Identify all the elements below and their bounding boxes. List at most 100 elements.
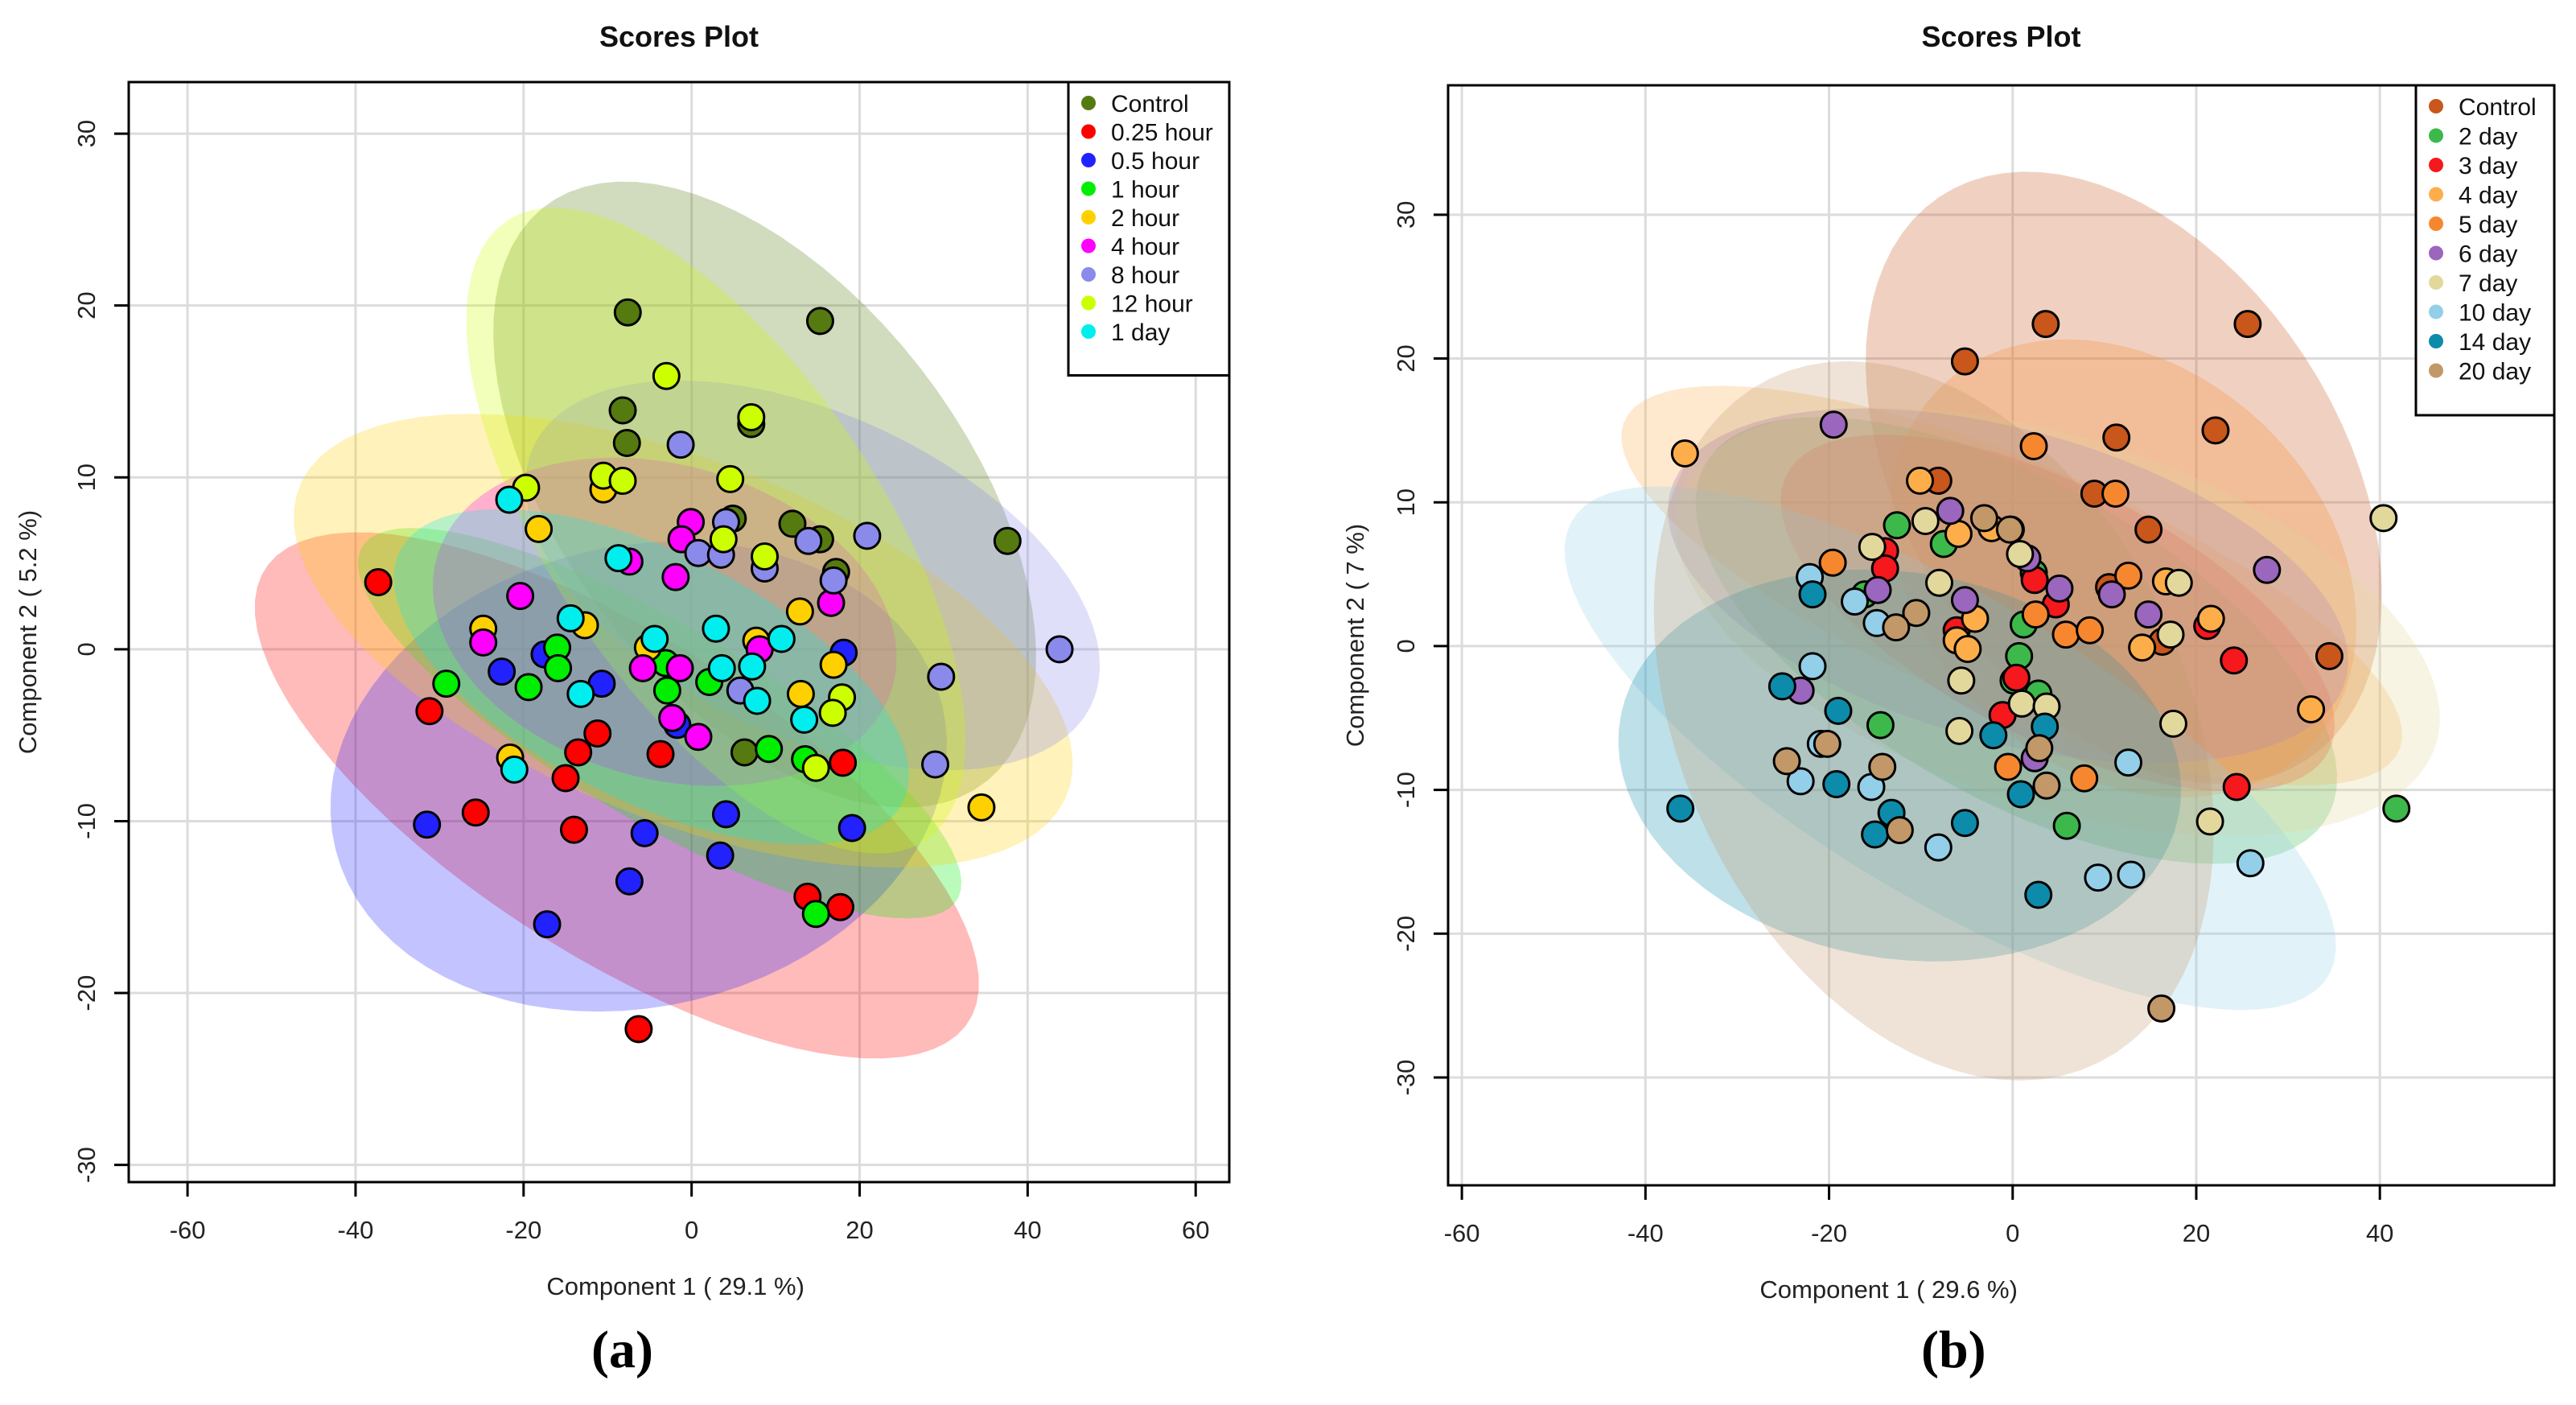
data-point-6-day	[1819, 410, 1848, 439]
x-axis-label: Component 1 ( 29.6 %)	[1759, 1275, 2018, 1304]
data-point-4-hour	[628, 653, 657, 682]
legend-marker	[2429, 187, 2443, 202]
data-point-control	[613, 298, 642, 327]
confidence-ellipse-14-day	[1618, 569, 2182, 962]
x-tick-label: -20	[1811, 1219, 1847, 1247]
data-point-10-day	[1786, 767, 1815, 796]
data-point-0-5-hour	[413, 810, 442, 839]
data-point-8-hour	[794, 526, 823, 555]
data-point-7-day	[2369, 504, 2398, 533]
legend-label: 12 hour	[1111, 291, 1193, 318]
data-point-control	[805, 307, 834, 336]
data-point-0-25-hour	[564, 738, 593, 767]
confidence-ellipse-control	[493, 181, 1036, 808]
legend-label: 0.5 hour	[1111, 148, 1200, 175]
data-point-7-day	[2195, 807, 2224, 836]
legend-marker	[2429, 216, 2443, 231]
data-point-2-day	[2382, 794, 2411, 823]
data-point-3-day	[2220, 646, 2249, 675]
caption-b: (b)	[1921, 1321, 1986, 1379]
data-point-1-day	[566, 679, 595, 708]
data-point-0-25-hour	[583, 719, 612, 748]
data-point-6-day	[1936, 496, 1965, 525]
data-point-2-hour	[786, 679, 815, 708]
confidence-ellipse-7-day	[1675, 407, 2440, 836]
x-tick-label: 60	[1182, 1216, 1209, 1244]
legend-marker	[1081, 324, 1096, 339]
x-tick-label: 40	[2366, 1219, 2393, 1247]
legend-label: 1 day	[1111, 319, 1170, 346]
data-point-20-day	[1969, 504, 1998, 533]
data-point-10-day	[2114, 748, 2143, 777]
data-point-3-day	[2222, 773, 2251, 801]
data-point-1-day	[767, 624, 796, 653]
data-point-control	[2201, 416, 2230, 445]
data-point-1-day	[743, 686, 772, 715]
data-point-10-day	[1798, 652, 1827, 681]
data-point-12-hour	[608, 467, 637, 496]
y-tick-label: -30	[72, 1147, 101, 1183]
data-point-8-hour	[921, 750, 950, 779]
data-point-2-hour	[967, 793, 996, 822]
legend-label: 3 day	[2459, 153, 2517, 179]
data-point-5-day	[2101, 479, 2130, 508]
data-point-0-5-hour	[630, 818, 659, 847]
y-tick-label: 20	[72, 291, 101, 319]
x-tick-label: -40	[1627, 1219, 1664, 1247]
data-point-4-day	[2196, 604, 2225, 633]
data-point-6-day	[2045, 574, 2074, 603]
data-point-6-day	[1863, 575, 1892, 604]
legend-label: Control	[2459, 94, 2537, 121]
data-point-1-hour	[801, 900, 830, 929]
data-point-20-day	[1995, 515, 2024, 544]
y-tick-label: 30	[72, 120, 101, 147]
legend-label: 1 hour	[1111, 177, 1179, 204]
data-point-7-day	[1945, 716, 1974, 745]
x-tick-label: -20	[505, 1216, 541, 1244]
data-point-20-day	[1902, 599, 1931, 628]
data-point-4-hour	[665, 653, 694, 682]
confidence-ellipse-2-hour	[294, 414, 1073, 868]
data-point-4-day	[2128, 633, 2157, 662]
chart-title: Scores Plot	[599, 20, 759, 53]
data-point-0-25-hour	[364, 568, 393, 597]
data-point-control	[608, 396, 637, 425]
data-point-8-hour	[927, 662, 956, 691]
data-point-4-day	[1953, 634, 1982, 663]
data-point-12-hour	[652, 361, 681, 390]
data-point-5-day	[2114, 561, 2143, 590]
data-point-control	[2031, 310, 2060, 339]
data-point-1-hour	[755, 735, 784, 764]
data-point-1-day	[790, 705, 819, 734]
confidence-ellipse-20-day	[1653, 361, 2214, 1081]
data-point-7-day	[1911, 506, 1940, 535]
data-point-6-day	[2097, 580, 2126, 609]
legend-label: 7 day	[2459, 270, 2517, 297]
legend-marker	[1081, 210, 1096, 225]
data-point-20-day	[2147, 994, 2176, 1023]
data-point-8-hour	[1045, 635, 1074, 664]
chart-a: -60 -40 -20 0 20 40 60 -30 -20 -10 0 10 20 30 Scores P…	[14, 20, 1231, 1300]
legend-marker	[2429, 99, 2443, 113]
data-point-1-day	[640, 624, 669, 653]
data-point-6-day	[2253, 555, 2282, 584]
data-point-control	[1950, 347, 1979, 376]
data-point-0-5-hour	[837, 814, 866, 843]
data-point-control	[778, 509, 807, 538]
data-point-2-hour	[525, 514, 553, 543]
confidence-ellipse-2-day	[1695, 417, 2337, 864]
data-point-8-hour	[666, 431, 695, 459]
data-point-1-hour	[544, 653, 573, 682]
data-point-7-day	[2158, 709, 2187, 738]
legend-marker	[1081, 124, 1096, 139]
data-point-14-day	[1798, 580, 1827, 609]
data-point-10-day	[2117, 860, 2146, 889]
legend-label: Control	[1111, 91, 1189, 117]
data-point-4-hour	[658, 703, 687, 732]
data-point-0-5-hour	[533, 910, 562, 939]
data-point-5-day	[2076, 616, 2105, 645]
data-point-20-day	[2032, 771, 2061, 800]
y-tick-label: -10	[1392, 772, 1420, 808]
x-tick-label: 20	[2183, 1219, 2210, 1247]
confidence-ellipse-0-25-hour	[254, 532, 979, 1059]
